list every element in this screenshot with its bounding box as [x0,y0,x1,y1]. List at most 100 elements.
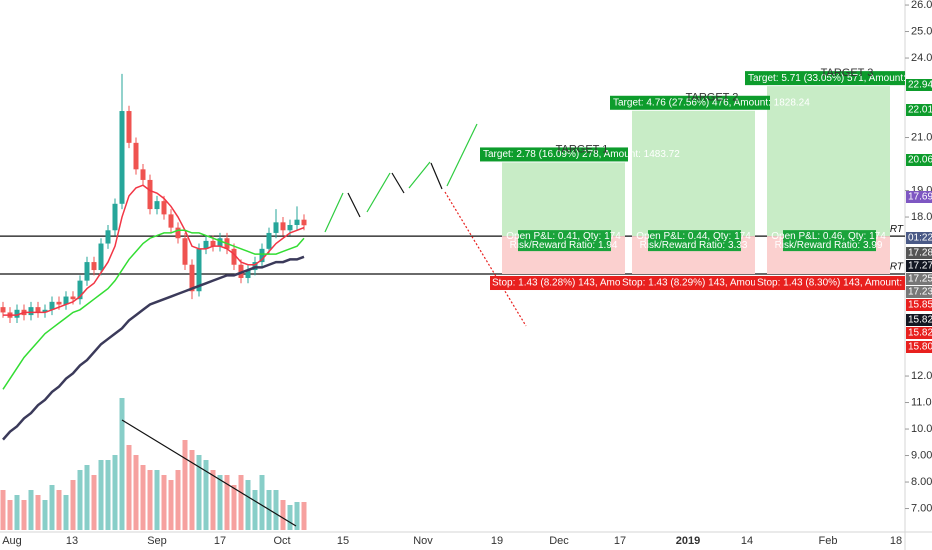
volume-bar [224,475,230,530]
y-tick-label: 26.00 [911,0,932,11]
candle-body [119,111,125,204]
candle-body [245,270,251,278]
candle-body [35,307,41,313]
y-tick-label: 11.00 [911,396,932,408]
target-name: TARGET 3 [821,67,874,79]
y-tick-label: 25.00 [911,25,932,37]
volume-bar [35,495,41,530]
candle-body [252,262,258,271]
candle-body [210,240,216,247]
price-label: 22.94 [908,80,932,91]
candle-body [49,301,55,310]
moving-average [3,184,305,316]
x-tick-label: 14 [741,535,753,547]
y-tick-label: 8.00 [911,476,932,488]
volume-bar [14,495,20,530]
price-label: 17.69 [908,192,932,203]
price-label-bg [906,327,932,339]
volume-bar [7,500,13,530]
pnl-label: Open P&L: 0.41, Qty: 174 [506,231,621,242]
x-tick-label: Sep [147,535,167,547]
target-label-bg [610,95,770,110]
target-label: Target: 2.78 (16.09%) 278, Amount: 1483.… [483,149,680,160]
target-name: TARGET 1 [556,143,609,155]
candle-body [175,227,181,239]
price-label-bg [906,286,932,298]
stop-label-bg [755,276,905,291]
volume-bar [259,475,265,530]
volume-bar [301,502,307,530]
price-label: 01:22:2 [908,233,932,244]
price-label: 17.25 [908,274,932,285]
candle-body [63,296,69,305]
target-zone [502,162,625,237]
volume-bar [217,475,223,530]
volume-bar [0,490,6,530]
candle-body [189,264,195,292]
x-tick-label: 19 [491,535,503,547]
candle-body [42,309,48,313]
x-tick-label: 15 [337,535,349,547]
y-tick-label: 9.00 [911,449,932,461]
volume-bar [91,475,97,530]
volume-bar [119,398,125,530]
price-label-bg [906,247,932,259]
volume-bar [49,485,55,530]
candle-body [14,309,20,318]
volume-bar [161,475,167,530]
volume-bar [196,455,202,530]
candle-body [140,169,146,180]
candle-body [112,203,118,231]
price-label-bg [906,341,932,353]
volume-bar [147,470,153,530]
moving-average [2,255,305,441]
price-label: 17.28 [908,248,932,259]
volume-bar [21,500,27,530]
price-label-bg [906,79,932,91]
candle-body [56,301,62,305]
volume-bar [126,445,132,530]
pnl-label: Open P&L: 0.46, Qty: 174 [771,231,886,242]
price-label-bg [906,154,932,166]
positions: WEEKLY SUPPORTWEEKLY SUPPORTOpen P&L: 0.… [480,67,932,291]
rr-label: Risk/Reward Ratio: 1.94 [510,240,618,251]
candle-body [182,238,188,265]
y-tick-label: 12.00 [911,370,932,382]
volume-bar [210,470,216,530]
candle-body [28,307,34,316]
y-tick-label: 18.00 [911,211,932,223]
candle-body [133,142,139,170]
price-label: 17.23 [908,287,932,298]
pnl-box [783,230,876,252]
stop-label: Stop: 1.43 (8.29%) 143, Amount: 75 [622,278,781,289]
x-tick-label: Oct [273,535,290,547]
candle-body [231,248,237,265]
volume-bar [28,490,34,530]
x-tick-label: 2019 [676,535,700,547]
volume-bar [133,455,139,530]
stop-label: Stop: 1.43 (8.28%) 143, Amount: 733.45 [492,278,671,289]
volume-bar [154,470,160,530]
price-label: 22.01 [908,105,932,116]
candle-body [273,222,279,233]
rr-label: Risk/Reward Ratio: 3.99 [775,240,883,251]
moving-average [2,229,305,390]
price-label: 20.06 [908,155,932,166]
projection-up [324,192,344,233]
target-label: Target: 5.71 (33.05%) 571, Amount: 1993.… [748,73,932,84]
y-tick-label: 7.00 [911,502,932,514]
price-label: 17.27 [908,261,932,272]
volume-bar [42,500,48,530]
price-label-bg [906,299,932,311]
projection-up [408,161,431,189]
price-label-bg [906,260,932,272]
candle-body [84,262,90,281]
volume-bar [203,460,209,530]
rr-label: Risk/Reward Ratio: 3.33 [640,240,748,251]
target-label-bg [745,71,905,86]
volume-bar [70,480,76,530]
volume-bar [182,440,188,530]
price-label-bg [906,232,932,244]
volume-bar [105,460,111,530]
candle-body [217,238,223,247]
